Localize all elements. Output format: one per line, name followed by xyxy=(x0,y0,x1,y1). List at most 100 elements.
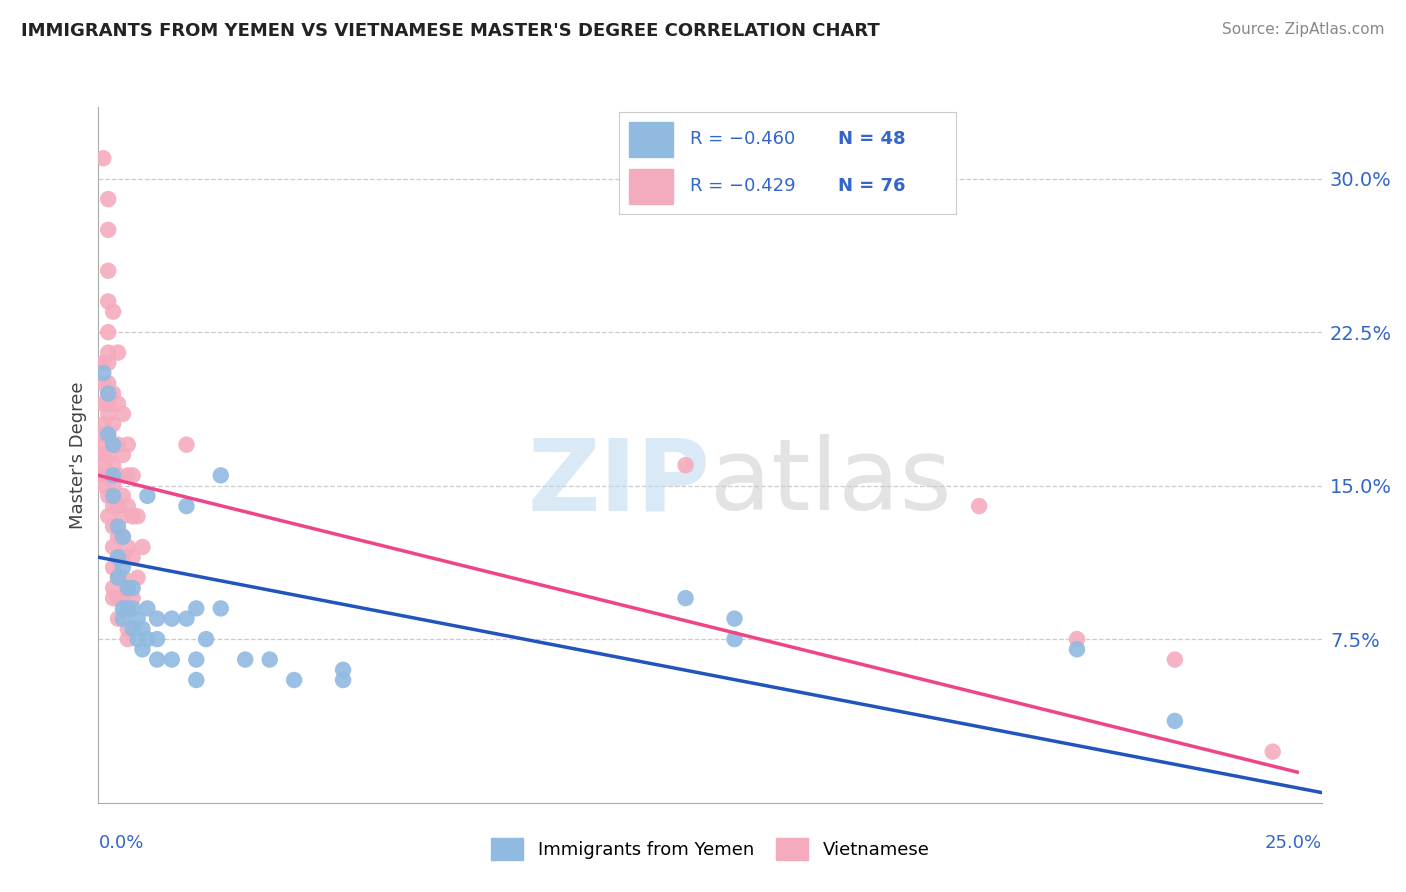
Point xyxy=(195,632,218,646)
Point xyxy=(97,448,120,462)
Point xyxy=(1164,714,1187,728)
Point xyxy=(107,571,129,585)
Point xyxy=(97,325,120,339)
Point xyxy=(131,540,153,554)
Point xyxy=(91,366,114,380)
Point xyxy=(1066,632,1088,646)
Text: atlas: atlas xyxy=(710,434,952,532)
Point xyxy=(107,468,129,483)
Text: N = 48: N = 48 xyxy=(838,130,905,148)
Point xyxy=(97,264,120,278)
Point xyxy=(121,550,143,565)
Text: Source: ZipAtlas.com: Source: ZipAtlas.com xyxy=(1222,22,1385,37)
Point xyxy=(146,612,169,626)
Point xyxy=(332,663,354,677)
Point xyxy=(160,612,183,626)
Point xyxy=(233,652,256,666)
Point xyxy=(209,468,232,483)
Point xyxy=(101,540,124,554)
Point xyxy=(117,438,139,452)
Point xyxy=(101,499,124,513)
Point xyxy=(97,223,120,237)
Point xyxy=(101,417,124,432)
Point xyxy=(107,591,129,606)
Point xyxy=(283,673,305,687)
Point xyxy=(186,673,208,687)
Point xyxy=(91,468,114,483)
Point xyxy=(101,581,124,595)
Point xyxy=(111,591,134,606)
Point xyxy=(111,407,134,421)
Point xyxy=(107,571,129,585)
Point xyxy=(332,673,354,687)
Point xyxy=(111,489,134,503)
Point xyxy=(97,427,120,442)
Point xyxy=(117,581,139,595)
Point xyxy=(121,622,143,636)
Point xyxy=(101,468,124,483)
Point xyxy=(121,601,143,615)
Point xyxy=(176,612,198,626)
Point xyxy=(91,417,114,432)
Point xyxy=(127,509,149,524)
Point xyxy=(101,438,124,452)
Point xyxy=(176,499,198,513)
Point xyxy=(117,632,139,646)
Point xyxy=(91,356,114,370)
Point xyxy=(146,632,169,646)
Point xyxy=(101,438,124,452)
Point xyxy=(97,294,120,309)
Text: 0.0%: 0.0% xyxy=(98,834,143,852)
Point xyxy=(209,601,232,615)
Point xyxy=(111,571,134,585)
Point xyxy=(91,478,114,492)
Point xyxy=(107,345,129,359)
Text: R = −0.460: R = −0.460 xyxy=(689,130,794,148)
Text: N = 76: N = 76 xyxy=(838,178,905,195)
Point xyxy=(91,448,114,462)
Point xyxy=(127,612,149,626)
Point xyxy=(91,397,114,411)
Point xyxy=(97,345,120,359)
Text: ZIP: ZIP xyxy=(527,434,710,532)
Point xyxy=(101,478,124,492)
Point xyxy=(111,601,134,615)
Point xyxy=(723,612,745,626)
Point xyxy=(111,612,134,626)
Point xyxy=(121,581,143,595)
Point xyxy=(97,509,120,524)
Text: IMMIGRANTS FROM YEMEN VS VIETNAMESE MASTER'S DEGREE CORRELATION CHART: IMMIGRANTS FROM YEMEN VS VIETNAMESE MAST… xyxy=(21,22,880,40)
Point xyxy=(107,499,129,513)
Point xyxy=(117,581,139,595)
Point xyxy=(1164,652,1187,666)
Text: R = −0.429: R = −0.429 xyxy=(689,178,796,195)
Point xyxy=(97,356,120,370)
Point xyxy=(107,530,129,544)
Point xyxy=(127,632,149,646)
Point xyxy=(97,489,120,503)
Point xyxy=(146,652,169,666)
Point xyxy=(967,499,990,513)
Point xyxy=(136,632,159,646)
Point xyxy=(107,519,129,533)
Point xyxy=(117,468,139,483)
Point xyxy=(97,468,120,483)
Point xyxy=(97,192,120,206)
Point xyxy=(101,489,124,503)
Point xyxy=(117,601,139,615)
Point xyxy=(111,509,134,524)
Point xyxy=(91,427,114,442)
Point xyxy=(101,591,124,606)
Point xyxy=(1261,745,1284,759)
Legend: Immigrants from Yemen, Vietnamese: Immigrants from Yemen, Vietnamese xyxy=(491,838,929,860)
Bar xyxy=(628,122,672,157)
Point xyxy=(97,376,120,391)
Point xyxy=(675,591,697,606)
Point xyxy=(131,642,153,657)
Point xyxy=(91,438,114,452)
Point xyxy=(160,652,183,666)
Point xyxy=(91,151,114,165)
Point xyxy=(1066,642,1088,657)
Point xyxy=(97,427,120,442)
Point xyxy=(91,376,114,391)
